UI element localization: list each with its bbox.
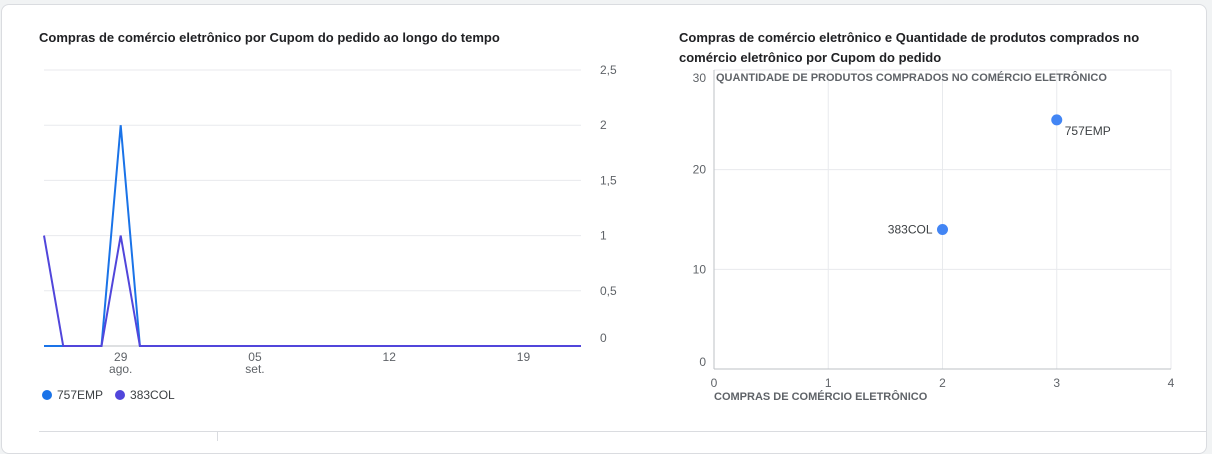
x-tick-label: 0 bbox=[711, 376, 718, 390]
scatter-point-383COL bbox=[937, 223, 948, 235]
legend-label: 383COL bbox=[130, 388, 175, 402]
y-tick-label: 1,5 bbox=[600, 173, 617, 187]
legend-item[interactable]: 383COL bbox=[115, 388, 175, 402]
y-tick-label: 30 bbox=[693, 71, 707, 85]
x-tick-label: 29 bbox=[114, 350, 128, 364]
x-tick-label: 12 bbox=[383, 350, 397, 364]
line-chart-title: Compras de comércio eletrônico por Cupom… bbox=[39, 30, 500, 45]
legend-swatch bbox=[115, 390, 126, 400]
x-tick-label: 4 bbox=[1168, 376, 1175, 390]
y-tick-label: 10 bbox=[693, 262, 707, 276]
x-tick-label: 05 bbox=[248, 350, 262, 364]
legend-item[interactable]: 757EMP bbox=[42, 388, 103, 402]
y-tick-label: 0,5 bbox=[600, 284, 617, 298]
legend-swatch bbox=[42, 390, 52, 400]
point-label: 757EMP bbox=[1065, 124, 1111, 138]
x-tick-label: 3 bbox=[1053, 376, 1060, 390]
line-chart-legend: 757EMP 383COL bbox=[42, 388, 175, 402]
x-axis-title: COMPRAS DE COMÉRCIO ELETRÔNICO bbox=[714, 390, 928, 403]
series-line-383COL bbox=[43, 235, 581, 347]
legend-label: 757EMP bbox=[57, 388, 104, 402]
scatter-point-757EMP bbox=[1051, 114, 1063, 126]
divider bbox=[39, 431, 1207, 432]
y-tick-label: 0 bbox=[600, 331, 607, 345]
x-tick-label: 19 bbox=[517, 350, 531, 364]
y-tick-label: 20 bbox=[693, 163, 707, 177]
y-tick-label: 2,5 bbox=[600, 63, 617, 77]
divider-tick bbox=[217, 431, 218, 441]
x-tick-label: 2 bbox=[939, 376, 946, 390]
y-tick-label: 2 bbox=[600, 118, 607, 132]
x-tick-sublabel: set. bbox=[245, 362, 264, 376]
x-tick-sublabel: ago. bbox=[109, 362, 132, 376]
point-label: 383COL bbox=[888, 222, 933, 236]
x-tick-label: 1 bbox=[825, 376, 832, 390]
report-card bbox=[1, 4, 1207, 454]
y-tick-label: 1 bbox=[600, 229, 607, 243]
y-axis-title: QUANTIDADE DE PRODUTOS COMPRADOS NO COMÉ… bbox=[716, 71, 1107, 84]
scatter-chart-title: Compras de comércio eletrônico e Quantid… bbox=[679, 30, 1140, 65]
y-tick-label: 0 bbox=[699, 355, 706, 369]
